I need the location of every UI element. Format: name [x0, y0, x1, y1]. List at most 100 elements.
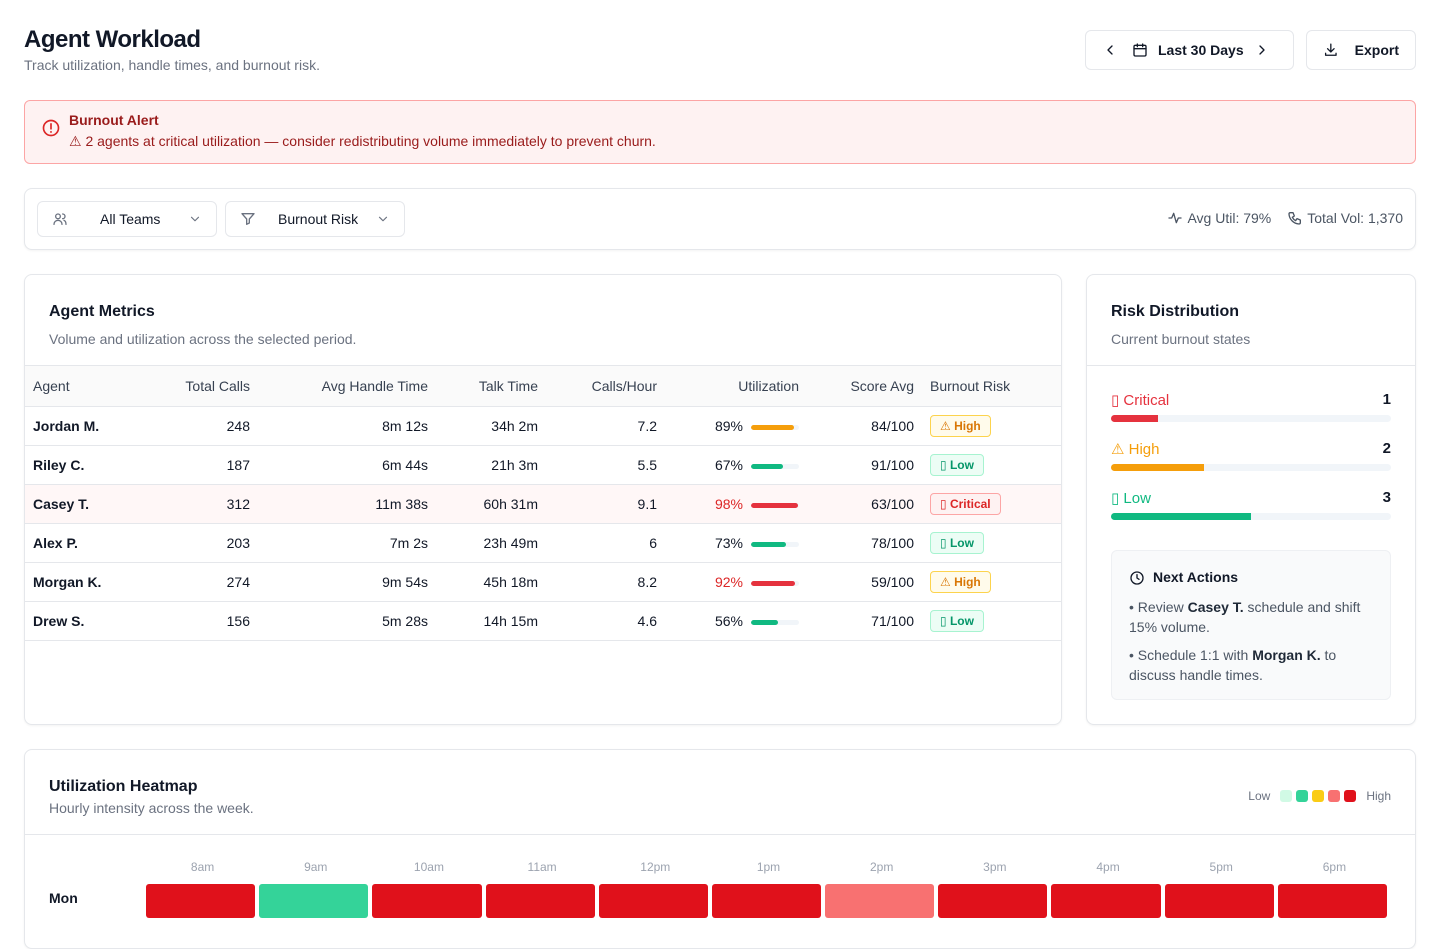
- cell: 203: [150, 523, 258, 563]
- cell: 8m 12s: [258, 406, 436, 446]
- agent-name: Casey T.: [25, 484, 150, 524]
- legend-swatch: [1312, 790, 1325, 802]
- cell: 248: [150, 406, 258, 446]
- alert-title: Burnout Alert: [69, 112, 159, 128]
- heat-cell: [598, 884, 708, 918]
- cell: 71/100: [807, 601, 922, 641]
- hour-label: 6pm: [1322, 860, 1347, 874]
- risk-item-head: ▯ Critical 1: [1111, 391, 1391, 411]
- page: Agent Workload Track utilization, handle…: [24, 26, 1416, 949]
- agent-row: Casey T. 312 11m 38s 60h 31m 9.1 98% 63/100 ▯ C…: [25, 484, 1061, 524]
- risk-bar: [1111, 415, 1158, 422]
- cell: 6: [546, 523, 665, 563]
- risk-label: ▯ Low: [1111, 490, 1151, 507]
- hour-label: 8am: [190, 860, 215, 874]
- agent-name: Morgan K.: [25, 562, 150, 602]
- action-text: • Review: [1129, 599, 1188, 615]
- risk-count: 3: [1382, 489, 1391, 506]
- heat-cell: [372, 884, 482, 918]
- metrics-title: Agent Metrics: [49, 303, 155, 320]
- risk-label: ▯ Critical: [1111, 392, 1170, 409]
- hour-label: 1pm: [756, 860, 781, 874]
- risk-item: ⚠ High 2: [1111, 440, 1391, 471]
- risk-count: 1: [1382, 391, 1391, 408]
- risk-subtitle: Current burnout states: [1111, 331, 1251, 347]
- metrics-subtitle: Volume and utilization across the select…: [49, 331, 357, 347]
- action-item: • Review Casey T. schedule and shift 15%…: [1129, 597, 1379, 637]
- cell: 4.6: [546, 601, 665, 641]
- risk-item-head: ▯ Low 3: [1111, 489, 1391, 509]
- agent-name: Riley C.: [25, 445, 150, 485]
- page-title: Agent Workload: [24, 26, 201, 53]
- sort-select[interactable]: Burnout Risk: [225, 201, 405, 237]
- risk-track: [1111, 464, 1391, 471]
- utilization-cell: 73%: [665, 523, 807, 563]
- team-select[interactable]: All Teams: [37, 201, 217, 237]
- total-vol: Total Vol: 1,370: [1307, 210, 1403, 226]
- cell: 78/100: [807, 523, 922, 563]
- hour-label: 5pm: [1209, 860, 1233, 874]
- cell: 91/100: [807, 445, 922, 485]
- heat-cell: [485, 884, 595, 918]
- utilization-label: 98%: [714, 496, 743, 512]
- action-text: schedule and shift 15% volume.: [1129, 599, 1361, 635]
- cell: 84/100: [807, 406, 922, 446]
- cell: 59/100: [807, 562, 922, 602]
- utilization-track: [751, 502, 799, 508]
- risk-badge: ▯ Low: [930, 454, 984, 476]
- cell: 7.2: [546, 406, 665, 446]
- heat-cell: [259, 884, 369, 918]
- utilization-track: [751, 463, 799, 469]
- hour-label: 3pm: [983, 860, 1007, 874]
- action-text: to discuss handle times.: [1129, 647, 1337, 683]
- legend-swatch: [1296, 790, 1309, 802]
- risk-cell: ⚠ High: [922, 406, 1061, 446]
- hour-label: 12pm: [640, 860, 671, 874]
- risk-badge: ⚠ High: [930, 415, 991, 437]
- action-text: • Schedule 1:1 with: [1129, 647, 1253, 663]
- day-label: Mon: [49, 890, 78, 906]
- export-button[interactable]: Export: [1306, 30, 1416, 70]
- column-header: Talk Time: [436, 365, 546, 407]
- cell: 14h 15m: [436, 601, 546, 641]
- risk-title: Risk Distribution: [1111, 303, 1240, 320]
- date-range-label: Last 30 Days: [1158, 42, 1244, 58]
- risk-item: ▯ Low 3: [1111, 489, 1391, 520]
- legend-swatch: [1280, 790, 1293, 802]
- cell: 156: [150, 601, 258, 641]
- action-agent: Morgan K.: [1252, 647, 1321, 663]
- agent-metrics-card: Agent Metrics Volume and utilization acr…: [24, 274, 1062, 725]
- risk-badge: ⚠ High: [930, 571, 991, 593]
- date-range-button[interactable]: Last 30 Days: [1085, 30, 1294, 70]
- cell: 187: [150, 445, 258, 485]
- cell: 5.5: [546, 445, 665, 485]
- filter-bar: All Teams Burnout Risk Avg Util: 79% Tot…: [24, 188, 1416, 250]
- agent-name: Drew S.: [25, 601, 150, 641]
- agent-row: Alex P. 203 7m 2s 23h 49m 6 73% 78/100 ▯ Low: [25, 523, 1061, 563]
- utilization-track: [751, 541, 799, 547]
- cell: 34h 2m: [436, 406, 546, 446]
- utilization-cell: 98%: [665, 484, 807, 524]
- risk-item-head: ⚠ High 2: [1111, 440, 1391, 460]
- agent-name: Alex P.: [25, 523, 150, 563]
- heat-cell: [938, 884, 1048, 918]
- risk-card: Risk Distribution Current burnout states…: [1086, 274, 1416, 725]
- column-header: Burnout Risk: [922, 365, 1061, 407]
- hour-label: 10am: [413, 860, 444, 874]
- cell: 8.2: [546, 562, 665, 602]
- risk-cell: ⚠ High: [922, 562, 1061, 602]
- risk-badge: ▯ Critical: [930, 493, 1001, 515]
- risk-cell: ▯ Low: [922, 445, 1061, 485]
- hour-label: 4pm: [1096, 860, 1120, 874]
- cell: 312: [150, 484, 258, 524]
- utilization-bar: [751, 424, 794, 430]
- risk-cell: ▯ Low: [922, 523, 1061, 563]
- utilization-cell: 67%: [665, 445, 807, 485]
- column-header: Total Calls: [150, 365, 258, 407]
- risk-track: [1111, 415, 1391, 422]
- heatmap-subtitle: Hourly intensity across the week.: [49, 800, 254, 816]
- utilization-cell: 92%: [665, 562, 807, 602]
- agent-row: Jordan M. 248 8m 12s 34h 2m 7.2 89% 84/100 ⚠ Hi…: [25, 406, 1061, 446]
- heatmap-card: Utilization Heatmap Hourly intensity acr…: [24, 749, 1416, 949]
- hour-label: 9am: [304, 860, 328, 874]
